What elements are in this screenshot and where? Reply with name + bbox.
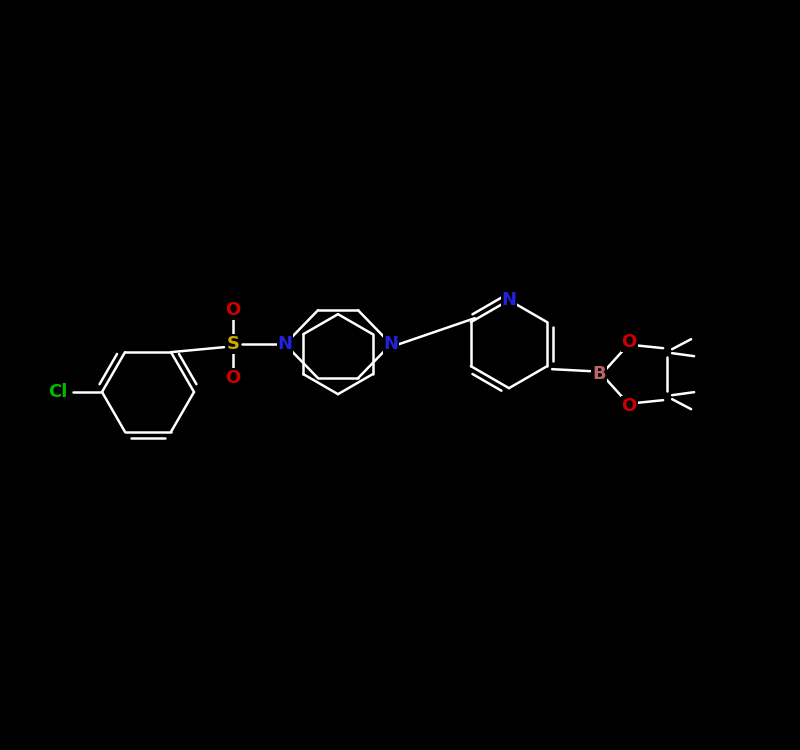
Text: O: O (622, 333, 637, 351)
Text: N: N (383, 335, 398, 353)
Text: Cl: Cl (48, 383, 68, 401)
Text: N: N (278, 335, 293, 353)
Text: O: O (226, 302, 241, 320)
Text: O: O (226, 369, 241, 387)
Text: N: N (502, 291, 517, 309)
Text: S: S (226, 335, 239, 353)
Text: B: B (592, 365, 606, 383)
Text: O: O (622, 398, 637, 416)
